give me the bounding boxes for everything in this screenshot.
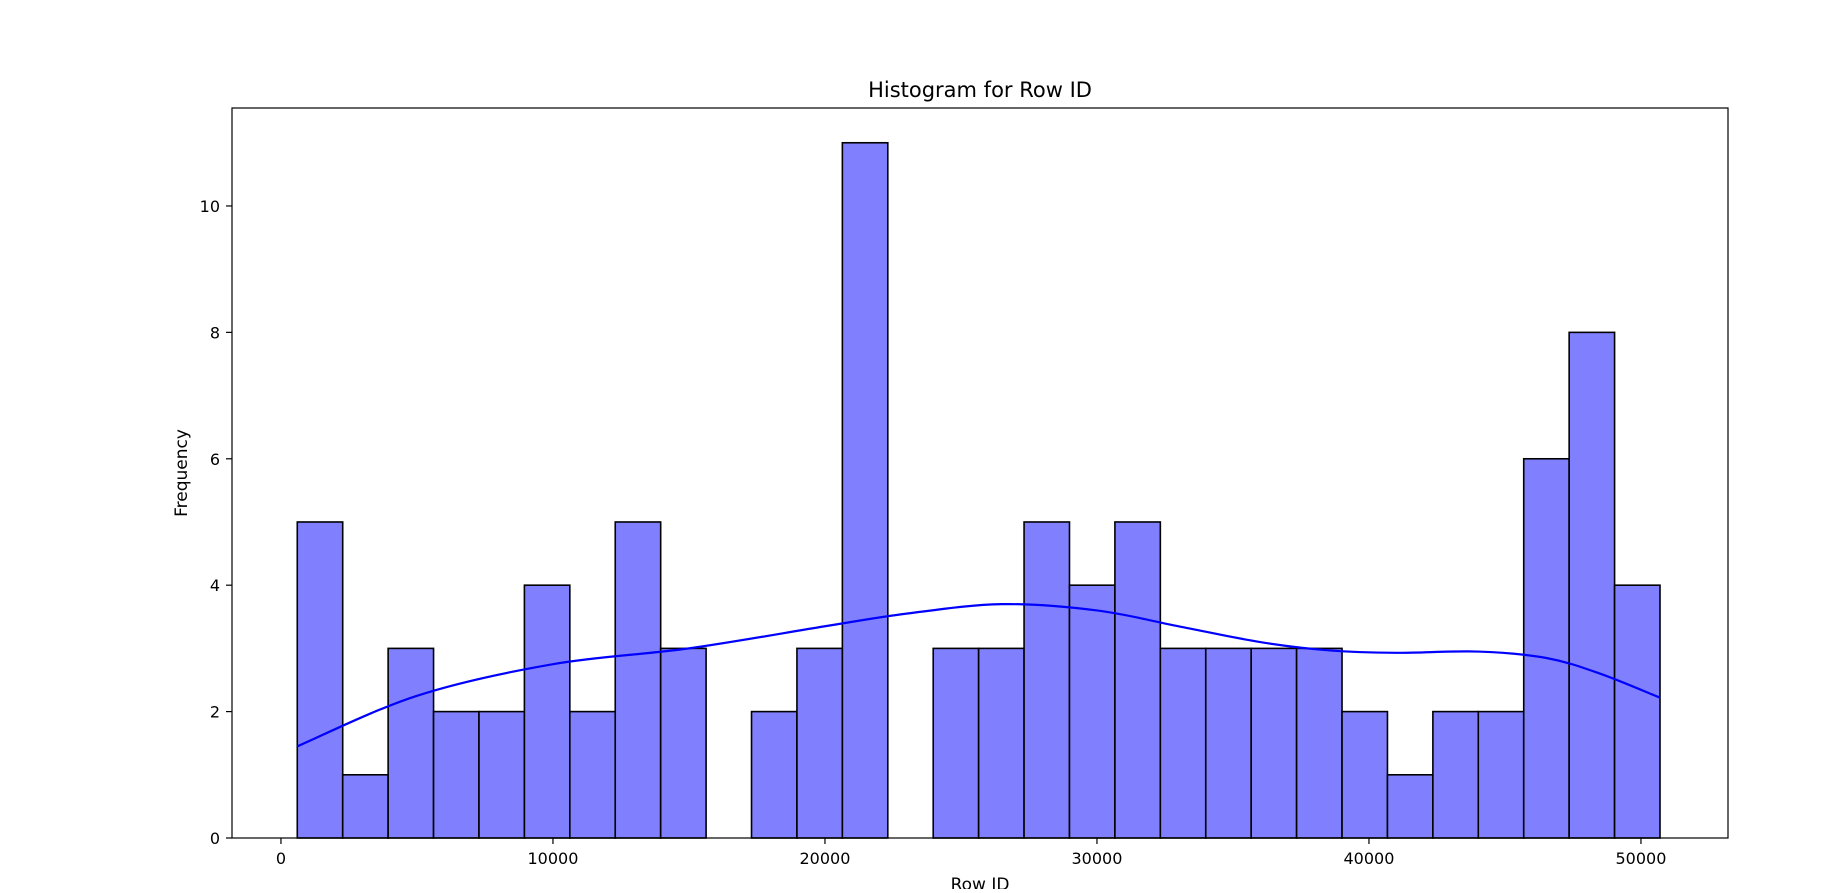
histogram-bar	[1613, 584, 1661, 839]
histogram-bar	[569, 710, 617, 839]
chart-title: Histogram for Row ID	[868, 78, 1092, 102]
y-tick-label: 10	[200, 197, 220, 216]
histogram-bar	[1204, 647, 1252, 839]
y-tick-label: 8	[210, 323, 220, 342]
histogram-bar	[614, 521, 662, 839]
histogram-bar	[523, 584, 571, 839]
histogram-bar	[796, 647, 844, 839]
kde-layer	[296, 602, 1661, 748]
histogram-bar	[1023, 521, 1071, 839]
histogram-bar	[1432, 710, 1480, 839]
y-tick-label: 6	[210, 450, 220, 469]
y-axis-label: Frequency	[172, 429, 192, 517]
x-tick-label: 0	[276, 849, 286, 868]
ticks-layer: 0 10000 20000 30000 40000 50000 0 2 4 6 8 10	[200, 197, 1667, 868]
x-tick-label: 30000	[1072, 849, 1123, 868]
histogram-bar	[750, 710, 798, 839]
histogram-bar	[432, 710, 480, 839]
histogram-bar	[659, 647, 707, 839]
histogram-bar	[1114, 521, 1162, 839]
histogram-bar	[387, 647, 435, 839]
histogram-bar	[1068, 584, 1116, 839]
histogram-bar	[478, 710, 526, 839]
y-tick-label: 2	[210, 703, 220, 722]
x-tick-label: 40000	[1344, 849, 1395, 868]
x-axis-label: Row ID	[951, 875, 1010, 889]
y-tick-label: 4	[210, 576, 220, 595]
histogram-bar	[1159, 647, 1207, 839]
x-tick-label: 50000	[1616, 849, 1667, 868]
histogram-bar	[1477, 710, 1525, 839]
x-tick-label: 10000	[528, 849, 579, 868]
y-tick-label: 0	[210, 829, 220, 848]
histogram-bar	[977, 647, 1025, 839]
histogram-bar	[841, 141, 889, 839]
histogram-bar	[341, 773, 389, 839]
histogram-bar	[1341, 710, 1389, 839]
histogram-bar	[1386, 773, 1434, 839]
histogram-bar	[932, 647, 980, 839]
histogram-bar	[1522, 457, 1570, 839]
histogram-bar	[1568, 331, 1616, 839]
x-tick-label: 20000	[800, 849, 851, 868]
plot-frame	[231, 107, 1729, 839]
histogram-bar	[1250, 647, 1298, 839]
histogram-bar	[296, 521, 344, 839]
bars-layer	[296, 141, 1661, 839]
histogram-bar	[1295, 647, 1343, 839]
kde-line	[296, 602, 1661, 748]
